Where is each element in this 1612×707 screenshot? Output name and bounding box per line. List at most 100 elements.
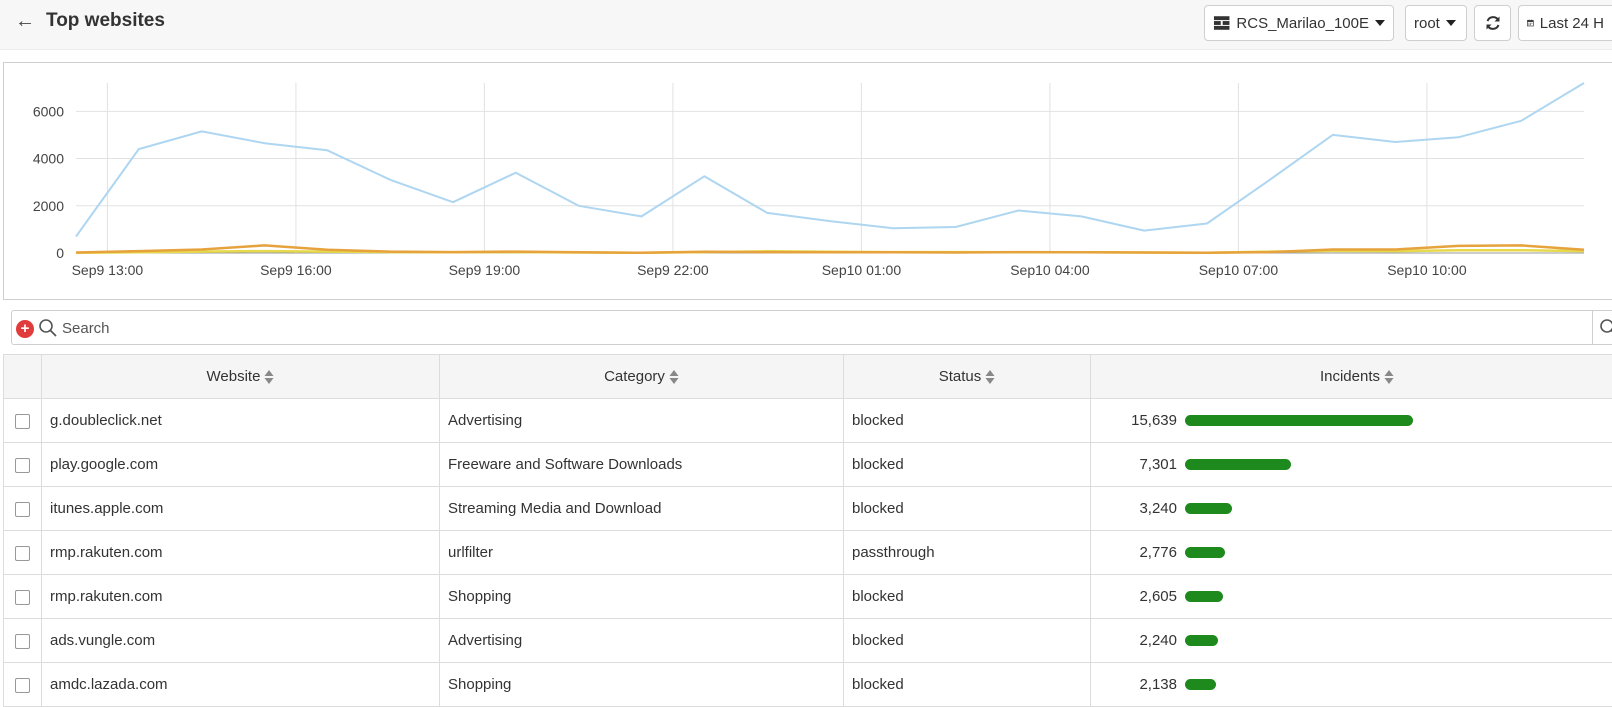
- column-header-status[interactable]: Status: [844, 355, 1091, 399]
- row-select-cell: [4, 487, 42, 531]
- table-row[interactable]: ads.vungle.com Advertising blocked 2,240: [4, 619, 1612, 663]
- x-tick-label: Sep10 10:00: [1387, 262, 1467, 278]
- table-row[interactable]: rmp.rakuten.com Shopping blocked 2,605: [4, 575, 1612, 619]
- row-checkbox[interactable]: [15, 414, 30, 429]
- table-row[interactable]: itunes.apple.com Streaming Media and Dow…: [4, 487, 1612, 531]
- search-icon[interactable]: [1599, 318, 1612, 338]
- row-select-cell: [4, 399, 42, 443]
- refresh-icon: [1484, 14, 1502, 32]
- incidents-cell: 3,240: [1091, 487, 1612, 531]
- column-header-website[interactable]: Website: [42, 355, 440, 399]
- incidents-cell: 7,301: [1091, 443, 1612, 487]
- device-select-label: RCS_Marilao_100E: [1236, 15, 1369, 32]
- line-chart: 0 2000 4000 6000 Sep9 13:00 Sep9 16:00 Sep9 19…: [4, 63, 1612, 301]
- sort-icon: [669, 369, 679, 385]
- row-select-cell: [4, 663, 42, 707]
- back-arrow-icon[interactable]: ←: [12, 8, 38, 34]
- search-bar: +: [11, 310, 1612, 345]
- refresh-button[interactable]: [1474, 5, 1511, 41]
- row-checkbox[interactable]: [15, 502, 30, 517]
- firewall-icon: [1213, 15, 1230, 31]
- vdom-select-label: root: [1414, 15, 1440, 32]
- vdom-select[interactable]: root: [1405, 5, 1467, 41]
- x-tick-label: Sep10 01:00: [822, 262, 902, 278]
- y-tick-label: 6000: [33, 103, 64, 119]
- websites-table: Website Category Status Incidents g.doub…: [3, 354, 1612, 707]
- add-filter-icon[interactable]: +: [16, 320, 34, 338]
- table-row[interactable]: g.doubleclick.net Advertising blocked 15…: [4, 399, 1612, 443]
- category-cell: Shopping: [440, 663, 844, 707]
- chevron-down-icon: [1375, 20, 1385, 26]
- incidents-count: 2,138: [1099, 676, 1185, 693]
- x-tick-label: Sep9 13:00: [72, 262, 144, 278]
- table-row[interactable]: play.google.com Freeware and Software Do…: [4, 443, 1612, 487]
- incidents-bar: [1185, 591, 1223, 602]
- table-row[interactable]: rmp.rakuten.com urlfilter passthrough 2,…: [4, 531, 1612, 575]
- x-tick-label: Sep10 04:00: [1010, 262, 1090, 278]
- column-header-incidents[interactable]: Incidents: [1091, 355, 1612, 399]
- table-row[interactable]: amdc.lazada.com Shopping blocked 2,138: [4, 663, 1612, 707]
- website-cell: ads.vungle.com: [42, 619, 440, 663]
- category-cell: Streaming Media and Download: [440, 487, 844, 531]
- category-cell: urlfilter: [440, 531, 844, 575]
- status-cell: passthrough: [844, 531, 1091, 575]
- incidents-cell: 2,776: [1091, 531, 1612, 575]
- select-column-header: [4, 355, 42, 399]
- incidents-count: 7,301: [1099, 456, 1185, 473]
- category-cell: Advertising: [440, 619, 844, 663]
- sort-icon: [264, 369, 274, 385]
- incidents-bar: [1185, 547, 1225, 558]
- incidents-bar: [1185, 503, 1232, 514]
- incidents-count: 2,240: [1099, 632, 1185, 649]
- calendar-icon: [1527, 15, 1534, 31]
- incidents-bar: [1185, 415, 1413, 426]
- series-line: [76, 83, 1584, 237]
- column-header-category[interactable]: Category: [440, 355, 844, 399]
- x-tick-label: Sep9 19:00: [449, 262, 521, 278]
- website-cell: rmp.rakuten.com: [42, 531, 440, 575]
- table-header-row: Website Category Status Incidents: [4, 355, 1612, 399]
- page-title: Top websites: [46, 10, 165, 32]
- y-tick-label: 4000: [33, 151, 64, 167]
- search-input[interactable]: [60, 316, 1560, 340]
- incidents-bar: [1185, 679, 1216, 690]
- incidents-cell: 15,639: [1091, 399, 1612, 443]
- category-cell: Freeware and Software Downloads: [440, 443, 844, 487]
- search-divider: [1592, 311, 1593, 344]
- incidents-bar: [1185, 459, 1291, 470]
- status-cell: blocked: [844, 487, 1091, 531]
- website-cell: play.google.com: [42, 443, 440, 487]
- page-header: ← Top websites RCS_Marilao_100E root: [0, 0, 1612, 50]
- website-cell: rmp.rakuten.com: [42, 575, 440, 619]
- website-cell: g.doubleclick.net: [42, 399, 440, 443]
- row-select-cell: [4, 443, 42, 487]
- device-select[interactable]: RCS_Marilao_100E: [1204, 5, 1394, 41]
- status-cell: blocked: [844, 663, 1091, 707]
- search-icon: [38, 318, 58, 338]
- row-checkbox[interactable]: [15, 590, 30, 605]
- status-cell: blocked: [844, 575, 1091, 619]
- incidents-count: 2,776: [1099, 544, 1185, 561]
- row-checkbox[interactable]: [15, 458, 30, 473]
- website-cell: amdc.lazada.com: [42, 663, 440, 707]
- incidents-count: 2,605: [1099, 588, 1185, 605]
- row-select-cell: [4, 531, 42, 575]
- row-checkbox[interactable]: [15, 546, 30, 561]
- y-tick-label: 2000: [33, 198, 64, 214]
- x-tick-label: Sep10 07:00: [1199, 262, 1279, 278]
- category-cell: Shopping: [440, 575, 844, 619]
- time-range-select[interactable]: Last 24 H: [1518, 5, 1612, 41]
- incidents-count: 15,639: [1099, 412, 1185, 429]
- incidents-cell: 2,138: [1091, 663, 1612, 707]
- row-checkbox[interactable]: [15, 634, 30, 649]
- row-checkbox[interactable]: [15, 678, 30, 693]
- status-cell: blocked: [844, 399, 1091, 443]
- x-tick-label: Sep9 22:00: [637, 262, 709, 278]
- incidents-cell: 2,605: [1091, 575, 1612, 619]
- status-cell: blocked: [844, 443, 1091, 487]
- website-cell: itunes.apple.com: [42, 487, 440, 531]
- x-tick-label: Sep9 16:00: [260, 262, 332, 278]
- time-range-label: Last 24 H: [1540, 15, 1604, 32]
- category-cell: Advertising: [440, 399, 844, 443]
- y-tick-label: 0: [56, 245, 64, 261]
